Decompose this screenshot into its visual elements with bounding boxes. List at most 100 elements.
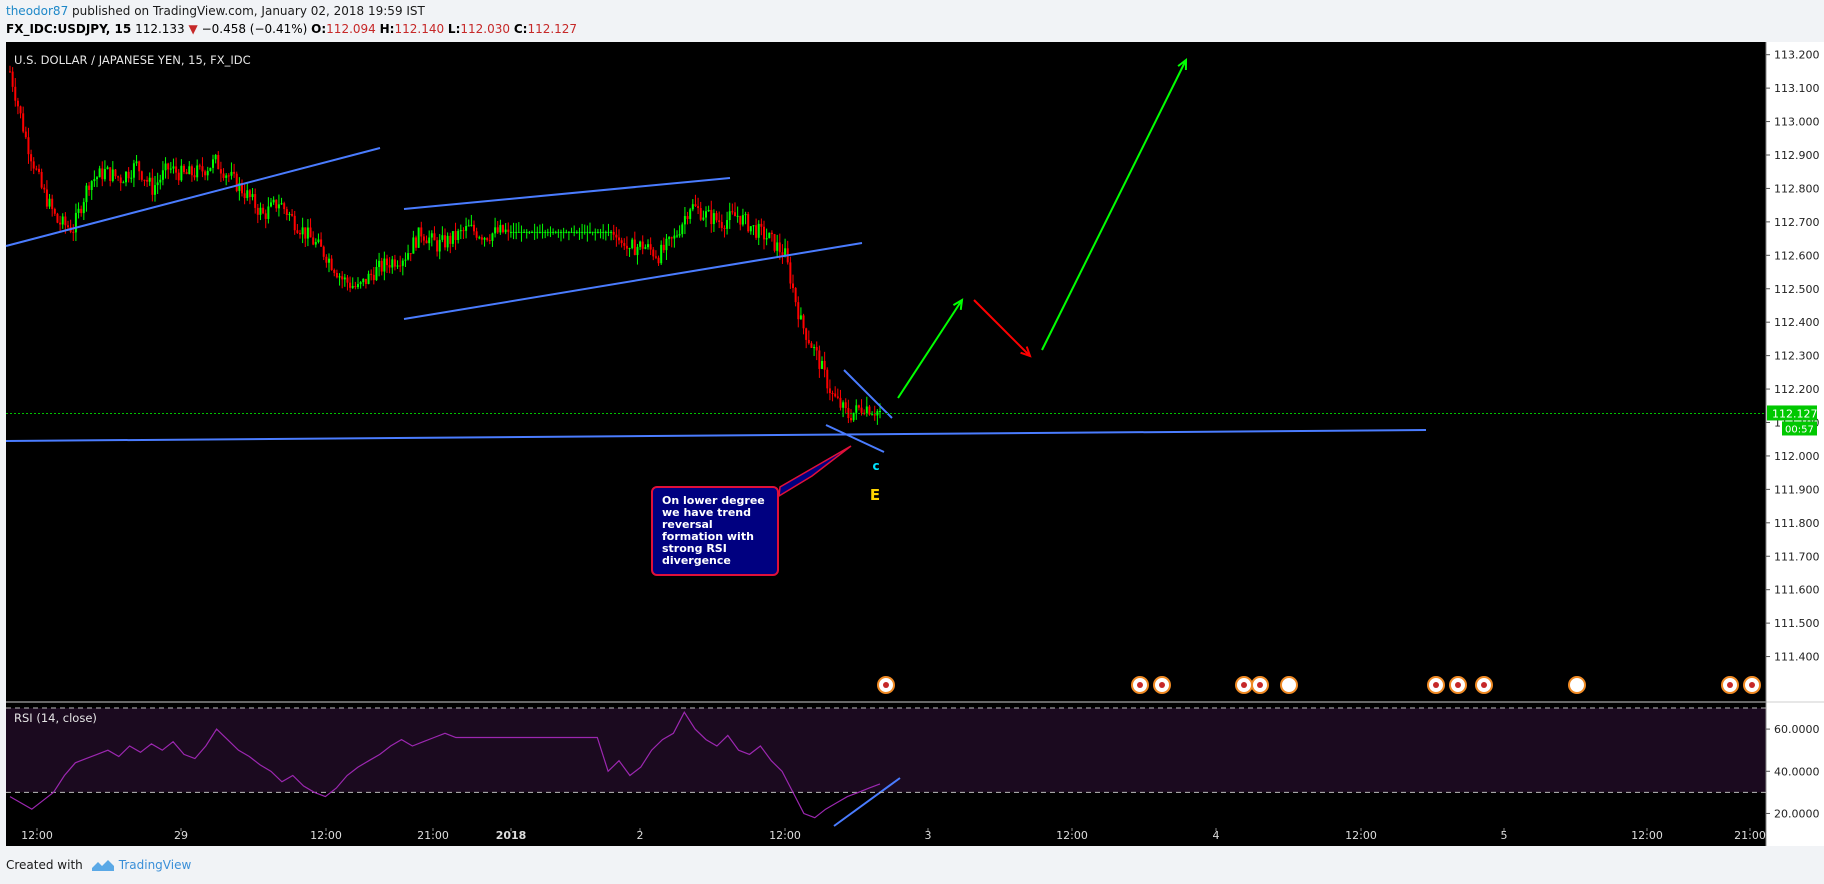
x-tick-label: 12:00 <box>1631 829 1663 842</box>
y-tick-label: 113.200 <box>1774 49 1820 62</box>
candle-body <box>259 207 262 215</box>
candle-body <box>652 249 655 257</box>
candle-body <box>615 234 618 238</box>
candle-body <box>175 166 178 173</box>
event-marker-dot <box>1481 682 1487 688</box>
candle-body <box>879 410 881 412</box>
candle-body <box>386 258 388 266</box>
candle-body <box>82 202 85 214</box>
candle-body <box>280 203 283 205</box>
candle-body <box>850 418 852 421</box>
candle-body <box>114 169 117 177</box>
tradingview-link[interactable]: TradingView <box>118 858 192 872</box>
candle-body <box>235 173 238 191</box>
candle-body <box>807 339 810 344</box>
candle-body <box>296 230 299 233</box>
candle-body <box>148 177 151 182</box>
candle-body <box>660 244 663 264</box>
candle-body <box>425 240 428 244</box>
candle-body <box>612 231 615 235</box>
trendline <box>403 177 731 210</box>
candle-body <box>610 231 613 233</box>
candle-body <box>744 214 747 216</box>
candle-body <box>85 185 88 203</box>
candle-body <box>604 231 607 233</box>
candle-body <box>715 213 718 221</box>
candle-body <box>863 412 866 414</box>
candle-body <box>834 393 837 397</box>
projection-arrow-up <box>897 299 963 399</box>
author-link[interactable]: theodor87 <box>6 4 69 18</box>
candle-body <box>741 215 744 225</box>
candle-body <box>401 260 404 266</box>
candle-body <box>581 231 584 233</box>
candle-body <box>67 225 69 228</box>
candle-body <box>143 179 146 181</box>
projection-arrow-down <box>973 299 1031 357</box>
candle-body <box>647 244 649 248</box>
candle-body <box>515 231 518 233</box>
candle-body <box>781 252 784 257</box>
open-value: 112.094 <box>326 22 376 36</box>
candle-body <box>138 161 141 172</box>
candle-body <box>578 231 581 233</box>
candle-body <box>24 131 27 138</box>
candle-body <box>219 169 222 174</box>
x-tick-label: 12:00 <box>1345 829 1377 842</box>
candle-body <box>322 246 325 257</box>
candle-body <box>254 194 257 208</box>
candle-body <box>665 238 668 251</box>
candle-body <box>399 265 402 267</box>
trendline <box>825 424 885 453</box>
candle-body <box>810 343 813 348</box>
candle-body <box>755 225 758 238</box>
ohlc-bar: FX_IDC:USDJPY, 15 112.133 ▼ −0.458 (−0.4… <box>6 22 577 37</box>
event-marker-dot <box>1727 682 1733 688</box>
x-tick-label: 2018 <box>496 829 527 842</box>
last-price: 112.133 <box>135 22 185 36</box>
event-marker-dot <box>1159 682 1165 688</box>
candle-body <box>839 397 842 408</box>
candle-body <box>11 71 14 87</box>
candle-body <box>53 209 56 214</box>
candle-body <box>509 231 512 233</box>
candle-body <box>631 239 634 249</box>
candle-body <box>267 206 270 219</box>
candle-body <box>570 231 573 233</box>
candle-body <box>325 256 328 263</box>
candle-body <box>546 231 549 233</box>
candle-body <box>40 171 43 188</box>
candle-body <box>212 159 214 168</box>
candle-body <box>705 211 707 218</box>
candle-body <box>320 239 323 247</box>
candle-body <box>285 209 288 216</box>
candle-body <box>330 258 333 270</box>
candle-body <box>88 185 91 190</box>
candle-body <box>61 216 64 225</box>
candle-body <box>517 231 520 233</box>
candle-body <box>678 234 681 236</box>
candle-body <box>393 259 396 267</box>
candle-body <box>488 240 491 242</box>
rsi-line <box>9 710 881 819</box>
candle-body <box>618 237 620 241</box>
close-value: 112.127 <box>527 22 578 36</box>
event-marker-dot <box>1257 682 1263 688</box>
candle-body <box>446 235 449 248</box>
candle-body <box>349 282 352 288</box>
y-tick-label: 113.100 <box>1774 82 1820 95</box>
candle-body <box>531 231 533 233</box>
candle-body <box>752 225 755 227</box>
candle-body <box>644 247 647 249</box>
candle-body <box>43 187 46 190</box>
candle-body <box>388 265 391 268</box>
candle-body <box>161 170 164 180</box>
candle-body <box>304 227 307 239</box>
event-marker-dot <box>883 682 889 688</box>
candle-body <box>763 226 765 240</box>
candle-body <box>404 259 407 261</box>
candle-body <box>607 231 610 233</box>
candle-body <box>760 223 763 227</box>
candle-body <box>72 231 75 233</box>
